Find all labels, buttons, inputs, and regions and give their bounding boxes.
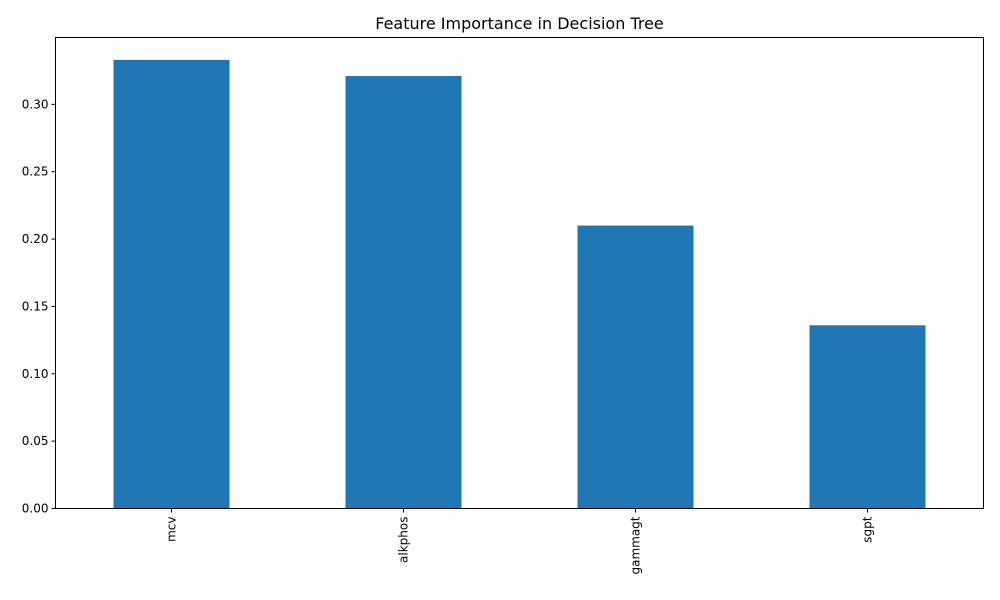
bars-layer [113, 59, 926, 509]
x-tick-label: sgpt [861, 516, 875, 542]
y-tick-label: 0.05 [22, 434, 49, 448]
y-axis: 0.00 0.05 0.10 0.15 0.20 0.25 0.30 [22, 97, 56, 516]
y-tick-label: 0.10 [22, 367, 49, 381]
x-tick-label: mcv [165, 517, 179, 542]
bar-mcv [113, 59, 230, 509]
y-tick-label: 0.25 [22, 165, 49, 179]
bar-gammagt [577, 225, 694, 509]
bar-alkphos [345, 76, 462, 509]
y-tick-label: 0.15 [22, 299, 49, 313]
y-tick-label: 0.00 [22, 502, 49, 516]
y-tick-label: 0.20 [22, 232, 49, 246]
x-tick-label: gammagt [629, 516, 643, 574]
bar-sgpt [809, 325, 926, 509]
plot-frame [55, 37, 984, 509]
chart-title: Feature Importance in Decision Tree [375, 14, 664, 33]
x-axis: mcv alkphos gammagt sgpt [165, 508, 875, 575]
x-tick-label: alkphos [397, 517, 411, 563]
y-tick-label: 0.30 [22, 97, 49, 111]
